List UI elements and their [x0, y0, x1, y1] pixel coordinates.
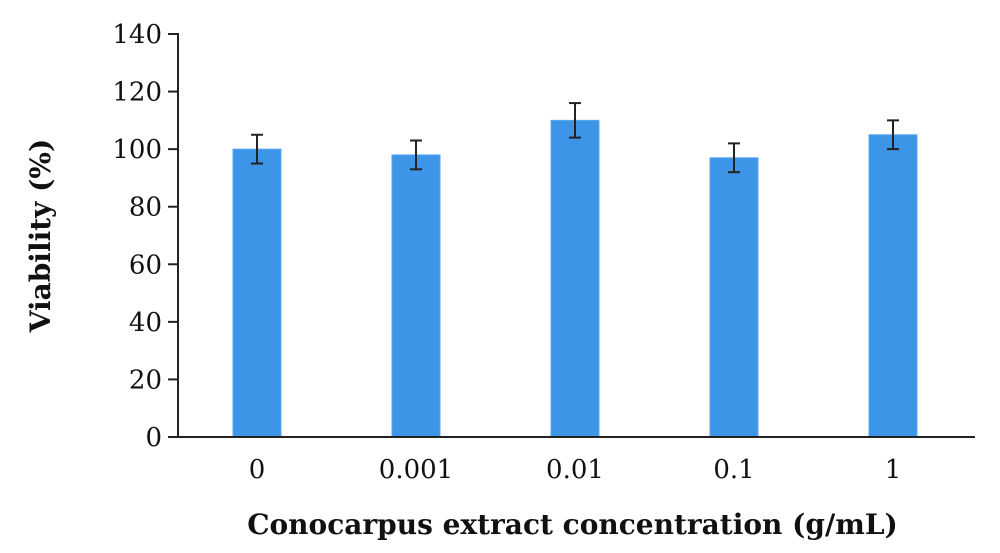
- error-bar: [887, 119, 899, 151]
- error-bar: [728, 142, 740, 174]
- x-axis-title: Conocarpus extract concentration (g/mL): [247, 508, 898, 541]
- x-axis-ticks: 0 0.001 0.01 0.1 1: [249, 455, 902, 485]
- bar: [868, 134, 918, 438]
- bar: [391, 154, 441, 438]
- error-bar: [251, 133, 263, 165]
- bar: [232, 148, 282, 438]
- bars: [232, 119, 918, 438]
- y-tick-label: 0: [145, 423, 162, 453]
- y-tick-label: 140: [112, 20, 162, 50]
- y-axis-title: Viability (%): [24, 139, 57, 334]
- bar: [709, 157, 759, 438]
- y-tick-label: 100: [112, 135, 162, 165]
- error-bar: [569, 102, 581, 139]
- x-tick-label: 0: [249, 455, 266, 485]
- y-axis-ticks: 0 20 40 60 80 100 120 140: [112, 20, 178, 453]
- y-tick-label: 60: [129, 250, 162, 280]
- x-tick-label: 0.1: [713, 455, 754, 485]
- error-bar: [410, 139, 422, 171]
- bar: [550, 119, 600, 438]
- x-tick-label: 0.01: [546, 455, 604, 485]
- y-tick-label: 80: [129, 193, 162, 223]
- error-bars: [251, 102, 899, 174]
- x-tick-label: 0.001: [379, 455, 453, 485]
- y-tick-label: 40: [129, 308, 162, 338]
- x-tick-label: 1: [885, 455, 902, 485]
- y-tick-label: 20: [129, 365, 162, 395]
- y-tick-label: 120: [112, 78, 162, 108]
